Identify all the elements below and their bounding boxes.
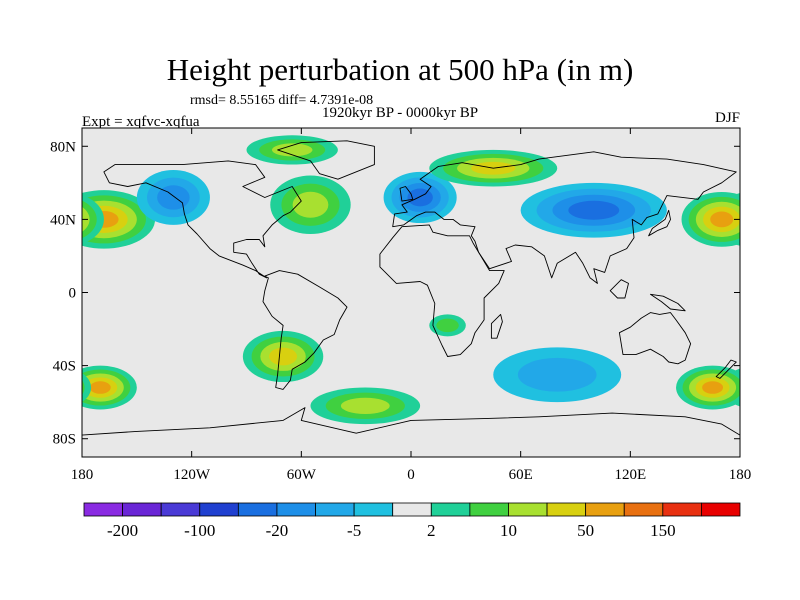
s-atlantic-high-contour — [340, 397, 390, 414]
field-n-atlantic-high — [270, 175, 351, 235]
coastline-britain — [399, 186, 414, 202]
field-w-pacific-high — [82, 191, 740, 247]
y-tick-label: 0 — [69, 286, 77, 302]
colorbar-swatch — [160, 502, 201, 517]
field-s-africa-high — [429, 314, 466, 337]
australia-high-contour — [82, 373, 92, 403]
x-tick-label: 60E — [509, 467, 533, 483]
arctic-high-contour — [271, 143, 313, 157]
field-s-atlantic-high — [310, 387, 421, 425]
coastline-borneo — [609, 279, 629, 299]
colorbar-swatch — [199, 502, 239, 517]
coastline-australia — [618, 312, 692, 365]
colorbar-swatch — [662, 502, 702, 517]
colorbar-swatch — [353, 502, 394, 517]
colorbar-label: -20 — [266, 521, 289, 540]
colorbar-label: -5 — [347, 521, 361, 540]
y-tick-label: 80N — [50, 139, 76, 155]
colorbar-swatch — [83, 502, 123, 517]
n-atlantic-high-contour — [292, 191, 329, 218]
n-pacific-high-contour — [738, 214, 740, 225]
coastline-new-zealand — [715, 359, 737, 379]
colorbar-swatch — [122, 502, 162, 517]
colorbar-swatch — [585, 502, 625, 517]
asia-low-contour — [568, 200, 620, 220]
s-africa-high-contour — [436, 318, 459, 333]
chart-title: Height perturbation at 500 hPa (in m) — [166, 52, 634, 87]
x-tick-label: 120W — [173, 467, 211, 483]
field-arctic-high — [246, 135, 338, 165]
colorbar-swatch — [276, 502, 316, 517]
x-tick-label: 180 — [71, 467, 94, 483]
field-australia-high — [82, 365, 740, 410]
coastline-new-guinea — [649, 293, 686, 312]
y-tick-label: 40S — [53, 359, 76, 375]
field-indian-ocean-low — [493, 347, 622, 403]
field-asia-low — [520, 182, 667, 238]
coastline-north-america — [103, 160, 302, 279]
coastline-greenland — [277, 140, 375, 180]
indian-ocean-low-contour — [517, 357, 597, 392]
x-tick-label: 60W — [287, 467, 317, 483]
colorbar-swatch — [546, 502, 587, 517]
field-s-america-high — [242, 330, 324, 383]
colorbar-label: -100 — [184, 521, 215, 540]
europe-low-contour — [407, 188, 433, 207]
coastline-japan — [648, 209, 671, 237]
colorbar-swatch — [315, 502, 355, 517]
colorbar-swatch — [430, 502, 471, 517]
colorbar-label: 2 — [427, 521, 436, 540]
coastline-africa — [379, 224, 505, 357]
colorbar-swatch — [508, 502, 548, 517]
colorbar-label: 10 — [500, 521, 517, 540]
field-n-america-low — [136, 170, 210, 225]
s-pacific-high-contour — [89, 381, 111, 394]
s-pacific-high-contour — [734, 378, 740, 397]
coastline-antarctica — [82, 407, 740, 436]
colorbar-swatch — [237, 502, 278, 517]
y-tick-label: 40N — [50, 212, 76, 228]
australia-high-contour — [702, 381, 724, 394]
colorbar-swatch — [701, 502, 741, 517]
colorbar-label: -200 — [107, 521, 138, 540]
rmsd-diff-label: rmsd= 8.55165 diff= 4.7391e-08 — [190, 93, 374, 108]
season-label: DJF — [714, 110, 740, 126]
australia-high-contour — [82, 380, 85, 395]
colorbar-swatch — [469, 502, 509, 517]
y-tick-label: 80S — [53, 432, 76, 448]
n-america-low-contour — [157, 185, 190, 210]
colorbar-swatch — [623, 502, 664, 517]
colorbar-label: 50 — [577, 521, 594, 540]
coastline-south-america — [262, 270, 348, 390]
coastline-eurasia — [392, 151, 737, 284]
colorbar-swatch — [392, 502, 432, 517]
coastline-madagascar — [490, 313, 503, 339]
x-tick-label: 120E — [614, 467, 646, 483]
experiment-label: Expt = xqfvc-xqfua — [82, 114, 200, 130]
x-tick-label: 0 — [407, 467, 415, 483]
colorbar-label: 150 — [650, 521, 676, 540]
x-tick-label: 180 — [729, 467, 752, 483]
period-label: 1920kyr BP - 0000kyr BP — [322, 105, 479, 121]
w-pacific-high-contour — [710, 211, 734, 228]
s-america-high-contour — [269, 347, 298, 366]
